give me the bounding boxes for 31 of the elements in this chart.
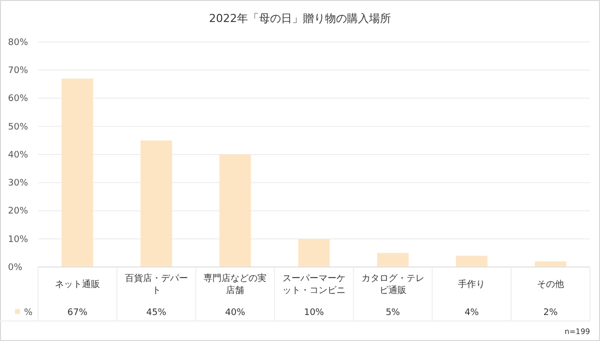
x-tick-label: その他 xyxy=(537,279,564,290)
bar xyxy=(62,78,94,267)
data-label: 2% xyxy=(543,308,558,318)
x-tick-label: 手作り xyxy=(458,279,486,290)
bar xyxy=(219,154,251,267)
data-label: 40% xyxy=(225,308,246,318)
x-tick-label: カタログ・テレビ通販 xyxy=(361,273,424,296)
y-tick-label: 40% xyxy=(8,150,28,160)
x-tick-label: 百貨店・デパート xyxy=(124,273,188,296)
y-tick-label: 50% xyxy=(8,122,28,132)
y-tick-label: 70% xyxy=(8,66,28,76)
bar xyxy=(377,252,409,267)
bar xyxy=(298,238,330,267)
data-label: 45% xyxy=(146,308,167,318)
y-tick-label: 0% xyxy=(8,262,23,273)
data-label: 5% xyxy=(386,308,400,318)
y-tick-label: 80% xyxy=(8,38,28,48)
y-tick-label: 30% xyxy=(8,178,28,189)
x-tick-label: スーパーマーケット・コンビニ xyxy=(282,274,346,296)
chart-title: 2022年「母の日」贈り物の購入場所 xyxy=(209,12,391,25)
x-tick-label: ネット通販 xyxy=(54,279,100,290)
data-label: 67% xyxy=(67,308,88,318)
y-tick-label: 60% xyxy=(8,94,28,104)
y-tick-label: 20% xyxy=(8,206,28,217)
legend-label: % xyxy=(24,308,33,318)
data-label: 10% xyxy=(304,308,324,318)
bar xyxy=(456,256,488,267)
bar xyxy=(140,140,172,267)
data-label: 4% xyxy=(464,308,480,318)
x-tick-label: 専門店などの実店舗 xyxy=(204,273,267,296)
y-tick-label: 10% xyxy=(8,234,28,245)
